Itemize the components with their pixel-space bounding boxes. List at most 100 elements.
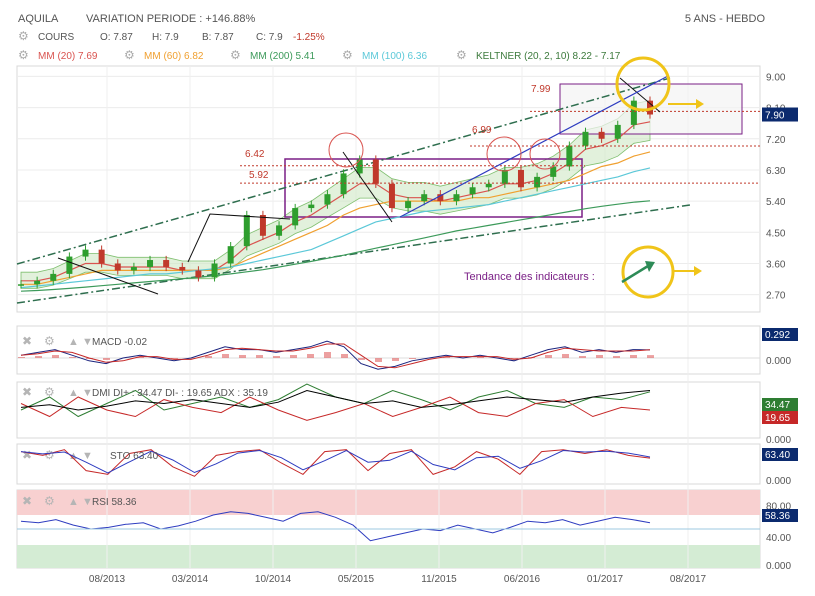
candle: [98, 249, 105, 264]
legend-mm60[interactable]: MM (60) 6.82: [144, 51, 204, 62]
macd-histogram-bar: [613, 356, 620, 358]
legend-cours[interactable]: ⚙ COURS O: 7.87 H: 7.9 B: 7.87 C: 7.9 -1…: [18, 29, 325, 43]
gear-icon[interactable]: ⚙: [18, 48, 29, 62]
series-mm20: [21, 121, 651, 282]
y-tick-label: 0.000: [766, 356, 791, 367]
rsi-title: RSI 58.36: [92, 497, 137, 508]
candle: [453, 194, 460, 202]
variation-label: VARIATION PERIODE : +146.88%: [86, 13, 255, 25]
candle: [163, 260, 170, 267]
candle: [501, 169, 508, 184]
gear-icon[interactable]: ⚙: [124, 48, 135, 62]
legend-open: O: 7.87: [100, 32, 133, 43]
candle: [372, 159, 379, 184]
arrow-down-icon: ▼: [82, 496, 93, 508]
x-tick-label: 08/2013: [89, 574, 126, 585]
candle: [405, 201, 412, 209]
x-tick-label: 05/2015: [338, 574, 375, 585]
candle: [292, 208, 299, 226]
trend-segment: [187, 213, 291, 263]
y-tick-label: 0.000: [766, 435, 791, 446]
gear-icon[interactable]: ⚙: [230, 48, 241, 62]
level-label-592: 5.92: [249, 170, 269, 181]
legend-mm100[interactable]: MM (100) 6.36: [362, 51, 427, 62]
candle: [147, 260, 154, 267]
y-tick-label: 4.50: [766, 228, 786, 239]
gear-icon[interactable]: ⚙: [456, 48, 467, 62]
sto-line: [20, 449, 651, 474]
x-tick-label: 06/2016: [504, 574, 541, 585]
candle: [227, 246, 234, 264]
panel-sto: [16, 443, 761, 485]
candle: [243, 214, 250, 247]
value-tag: [762, 448, 798, 461]
last-price-tag: [762, 107, 798, 122]
gear-icon[interactable]: ⚙: [18, 29, 29, 43]
candle: [550, 166, 557, 177]
value-tag-label: 63.40: [765, 450, 790, 461]
candle: [614, 124, 621, 139]
level-label-642: 6.42: [245, 149, 265, 160]
candle: [308, 204, 315, 209]
value-tag-label: 19.65: [765, 413, 790, 424]
trend-annotation: Tendance des indicateurs :: [464, 271, 595, 283]
x-tick-label: 10/2014: [255, 574, 292, 585]
value-tag-label: 58.36: [765, 511, 790, 522]
macd-histogram-bar: [358, 358, 365, 360]
candle: [211, 263, 218, 278]
macd-histogram-bar: [324, 352, 331, 358]
legend-low: B: 7.87: [202, 32, 234, 43]
arrow-up-icon: ▲: [68, 496, 79, 508]
macd-histogram-bar: [18, 357, 25, 358]
arrowhead: [694, 266, 702, 276]
legend-keltner[interactable]: KELTNER (20, 2, 10) 8.22 - 7.17: [476, 51, 621, 62]
x-tick-label: 08/2017: [670, 574, 707, 585]
macd-histogram-bar: [239, 355, 246, 358]
level-label-699: 6.99: [472, 125, 492, 136]
close-icon: ✖: [22, 494, 32, 508]
macd-histogram-bar: [409, 358, 416, 359]
candle: [388, 183, 395, 209]
y-tick-label: 6.30: [766, 166, 786, 177]
rsi-oversold-zone: [17, 545, 760, 568]
rsi-overbought-zone: [17, 490, 760, 515]
x-tick-label: 01/2017: [587, 574, 624, 585]
legend-mm200[interactable]: MM (200) 5.41: [250, 51, 315, 62]
candle: [340, 173, 347, 195]
gear-icon: ⚙: [44, 448, 55, 462]
macd-histogram-bar: [341, 354, 348, 358]
candle: [50, 273, 57, 281]
macd-histogram-bar: [171, 358, 178, 359]
trend-segment: [342, 151, 393, 223]
y-tick-label: 40.00: [766, 533, 791, 544]
macd-histogram-bar: [256, 355, 263, 358]
arrow-down-icon: ▼: [82, 450, 93, 462]
macd-histogram-bar: [511, 358, 518, 359]
macd-histogram-bar: [375, 358, 382, 362]
trend-segment: [57, 257, 159, 295]
highlight-circle: [486, 136, 522, 172]
candle: [179, 266, 186, 271]
last-price-tag-label: 7.90: [765, 111, 785, 122]
gear-icon[interactable]: ⚙: [342, 48, 353, 62]
macd-histogram-bar: [205, 356, 212, 358]
ticker-title: AQUILA: [18, 13, 59, 25]
y-tick-label: 3.60: [766, 259, 786, 270]
macd-histogram-bar: [35, 356, 42, 358]
candle: [517, 169, 524, 188]
y-tick-label: 2.70: [766, 291, 786, 302]
series-mm60: [21, 151, 651, 285]
legend-mm20[interactable]: MM (20) 7.69: [38, 51, 98, 62]
value-tag-label: 34.47: [765, 400, 790, 411]
value-tag: [762, 411, 798, 424]
period-label[interactable]: 5 ANS - HEBDO: [685, 13, 766, 25]
dmi-di: [20, 396, 651, 421]
macd-histogram-bar: [477, 357, 484, 358]
macd-histogram-bar: [596, 355, 603, 358]
arrow-up-right-icon: [621, 264, 649, 284]
candle: [18, 284, 24, 286]
macd-histogram-bar: [630, 355, 637, 358]
value-tag: [762, 509, 798, 522]
candle: [469, 187, 476, 195]
